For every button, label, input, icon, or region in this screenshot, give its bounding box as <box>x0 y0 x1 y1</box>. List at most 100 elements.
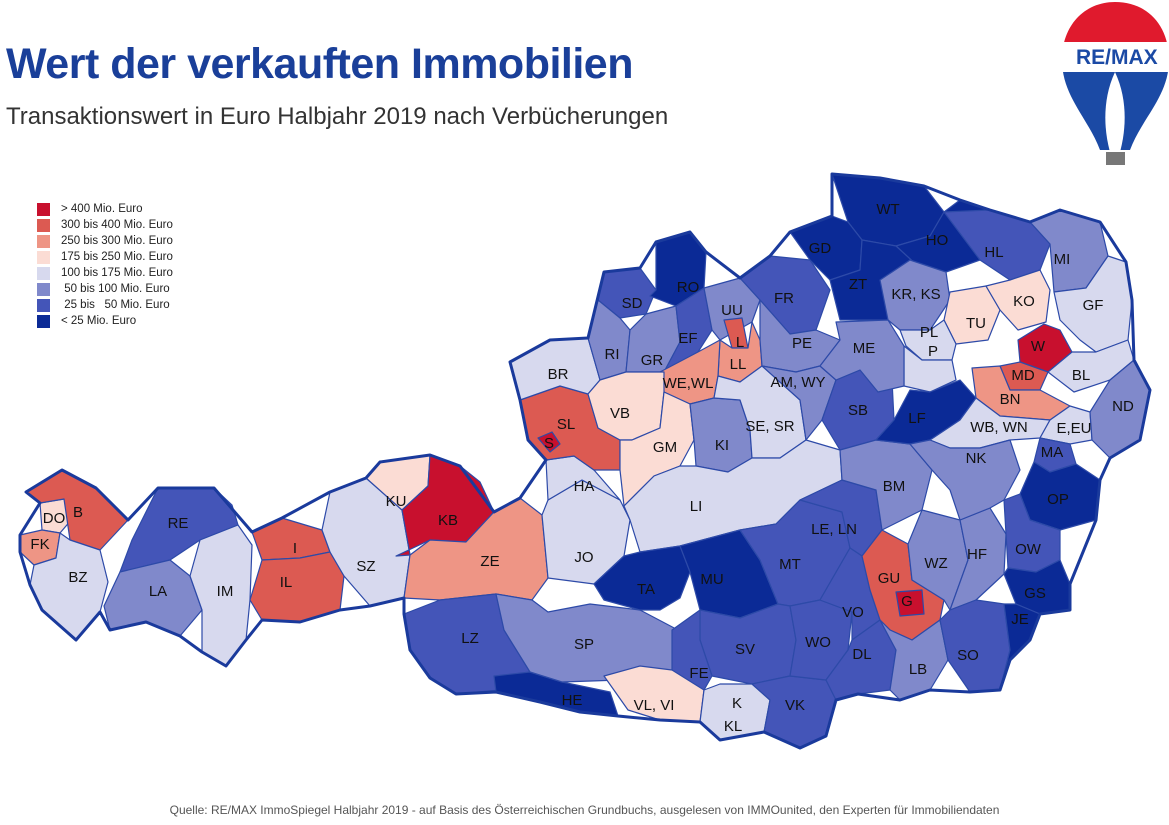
district-label: VK <box>785 697 805 714</box>
district-lb <box>879 619 949 701</box>
district-label: S <box>544 435 554 452</box>
district-label: SE, SR <box>745 418 794 435</box>
legend-item: 300 bis 400 Mio. Euro <box>37 217 173 233</box>
district-label: TU <box>966 315 986 332</box>
district-label: MA <box>1041 444 1064 461</box>
district-label: HA <box>574 478 595 495</box>
district-label: EF <box>678 330 697 347</box>
district-label: LB <box>909 661 927 678</box>
district-label: SO <box>957 647 979 664</box>
district-label: OP <box>1047 491 1069 508</box>
district-label: UU <box>721 302 743 319</box>
district-label: HE <box>562 692 583 709</box>
legend-label: 50 bis 100 Mio. Euro <box>61 283 170 295</box>
district-label: ZT <box>849 276 867 293</box>
legend-label: 25 bis 50 Mio. Euro <box>61 299 170 311</box>
district-label: SZ <box>356 558 375 575</box>
district-label: SV <box>735 641 755 658</box>
district-label: HF <box>967 546 987 563</box>
district-label: E,EU <box>1056 420 1091 437</box>
legend-swatch <box>37 298 50 312</box>
district-label: LF <box>908 410 926 427</box>
district-label: GR <box>641 352 664 369</box>
district-label: LI <box>690 498 703 515</box>
map-legend: > 400 Mio. Euro 300 bis 400 Mio. Euro 250 … <box>37 201 173 329</box>
district-nk <box>909 439 1021 521</box>
district-label: G <box>901 593 913 610</box>
page-title: Wert der verkauften Immobilien <box>6 40 633 88</box>
district-label: KU <box>386 493 407 510</box>
district-label: PE <box>792 335 812 352</box>
district-ta <box>593 545 691 611</box>
district-label: LE, LN <box>811 521 857 538</box>
district-label: VL, VI <box>634 697 675 714</box>
district-label: OW <box>1015 541 1042 558</box>
austria-outline <box>18 172 1152 750</box>
district-i <box>251 517 331 561</box>
district-label: SB <box>848 402 868 419</box>
district-label: BM <box>883 478 906 495</box>
remax-balloon-logo: RE/MAX <box>1062 2 1169 165</box>
district-label: SD <box>622 295 643 312</box>
district-label: FK <box>30 536 49 553</box>
district-label: LL <box>730 356 747 373</box>
district-label: GU <box>878 570 901 587</box>
district-ko <box>985 269 1051 331</box>
district-bl <box>1047 339 1135 393</box>
district-label: PL <box>920 324 938 341</box>
district-label: KO <box>1013 293 1035 310</box>
district-label: W <box>1031 338 1046 355</box>
legend-label: 175 bis 250 Mio. Euro <box>61 251 173 263</box>
district-label: AM, WY <box>771 374 826 391</box>
district-label: MD <box>1011 367 1034 384</box>
legend-item: 175 bis 250 Mio. Euro <box>37 249 173 265</box>
district-label: ZE <box>480 553 499 570</box>
district-label: IM <box>217 583 234 600</box>
district-label: DL <box>852 646 871 663</box>
legend-label: 250 bis 300 Mio. Euro <box>61 235 173 247</box>
district-label: BR <box>548 366 569 383</box>
district-label: I <box>293 540 297 557</box>
district-label: BZ <box>68 569 87 586</box>
district-label: HO <box>926 232 949 249</box>
district-label: MU <box>700 571 723 588</box>
district-label: FE <box>689 665 708 682</box>
district-label: JE <box>1011 611 1029 628</box>
legend-item: > 400 Mio. Euro <box>37 201 173 217</box>
legend-swatch <box>37 314 50 328</box>
district-label: HL <box>984 244 1003 261</box>
source-note: Quelle: RE/MAX ImmoSpiegel Halbjahr 2019… <box>169 803 1000 817</box>
district-label: RE <box>168 515 189 532</box>
district-label: ND <box>1112 398 1134 415</box>
legend-swatch <box>37 282 50 296</box>
district-hf <box>949 507 1007 611</box>
legend-swatch <box>37 266 50 280</box>
district-gf <box>1053 255 1133 353</box>
district-label: BN <box>1000 391 1021 408</box>
district-label: GS <box>1024 585 1046 602</box>
district-label: B <box>73 504 83 521</box>
district-label: LZ <box>461 630 479 647</box>
district-label: GM <box>653 439 677 456</box>
legend-swatch <box>37 218 50 232</box>
district-label: IL <box>280 574 293 591</box>
district-label: KI <box>715 437 729 454</box>
legend-item: 50 bis 100 Mio. Euro <box>37 281 173 297</box>
legend-item: 25 bis 50 Mio. Euro <box>37 297 173 313</box>
legend-label: 300 bis 400 Mio. Euro <box>61 219 173 231</box>
legend-label: < 25 Mio. Euro <box>61 315 137 327</box>
district-label: VO <box>842 604 864 621</box>
district-label: KL <box>724 718 742 735</box>
district-label: L <box>736 334 744 351</box>
district-label: WT <box>876 201 899 218</box>
district-label: RO <box>677 279 700 296</box>
district-label: WE,WL <box>663 375 714 392</box>
district-label: JO <box>574 549 593 566</box>
district-label: GD <box>809 240 832 257</box>
district-s <box>537 431 561 453</box>
district-label: RI <box>605 346 620 363</box>
district-pl <box>899 319 957 361</box>
legend-label: 100 bis 175 Mio. Euro <box>61 267 173 279</box>
district-label: VB <box>610 405 630 422</box>
